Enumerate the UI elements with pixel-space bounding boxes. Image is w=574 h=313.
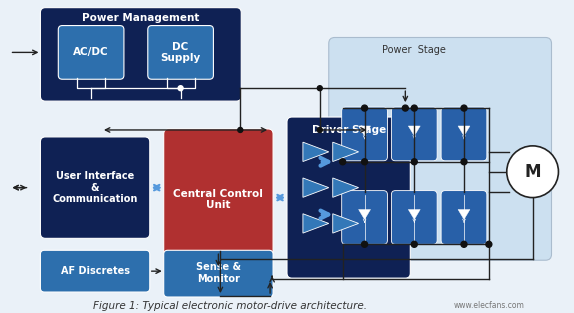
Polygon shape (408, 126, 420, 136)
Text: Power Management: Power Management (82, 13, 200, 23)
FancyBboxPatch shape (342, 191, 387, 244)
Text: User Interface
&
Communication: User Interface & Communication (52, 171, 138, 204)
FancyBboxPatch shape (164, 250, 273, 297)
Circle shape (340, 159, 346, 165)
FancyBboxPatch shape (164, 129, 273, 270)
Text: Power  Stage: Power Stage (382, 45, 446, 55)
FancyBboxPatch shape (40, 137, 150, 238)
Polygon shape (333, 178, 359, 197)
Circle shape (362, 159, 367, 165)
Circle shape (362, 105, 367, 111)
FancyBboxPatch shape (40, 8, 241, 101)
Circle shape (178, 86, 183, 91)
Polygon shape (408, 209, 420, 219)
Polygon shape (458, 209, 470, 219)
FancyBboxPatch shape (329, 38, 552, 260)
Circle shape (412, 105, 417, 111)
FancyBboxPatch shape (441, 107, 487, 161)
Text: www.elecfans.com: www.elecfans.com (453, 301, 524, 310)
Text: AF Discretes: AF Discretes (61, 266, 130, 276)
Text: AC/DC: AC/DC (73, 47, 109, 57)
FancyBboxPatch shape (391, 191, 437, 244)
Circle shape (317, 86, 322, 91)
Circle shape (402, 105, 408, 111)
Circle shape (486, 241, 492, 247)
FancyBboxPatch shape (40, 250, 150, 292)
Circle shape (461, 241, 467, 247)
Text: Sense &
Monitor: Sense & Monitor (196, 262, 241, 284)
FancyBboxPatch shape (287, 117, 410, 278)
Polygon shape (359, 126, 371, 136)
FancyBboxPatch shape (148, 26, 214, 79)
Circle shape (412, 159, 417, 165)
Text: Central Control
Unit: Central Control Unit (173, 189, 263, 210)
Circle shape (362, 241, 367, 247)
Text: Driver Stage: Driver Stage (312, 125, 386, 135)
Polygon shape (458, 126, 470, 136)
Circle shape (461, 105, 467, 111)
Circle shape (412, 241, 417, 247)
Polygon shape (333, 214, 359, 233)
FancyBboxPatch shape (441, 191, 487, 244)
Circle shape (317, 127, 322, 132)
Text: M: M (525, 163, 541, 181)
Polygon shape (303, 142, 329, 162)
Polygon shape (303, 178, 329, 197)
Text: Figure 1: Typical electronic motor-drive architecture.: Figure 1: Typical electronic motor-drive… (94, 301, 367, 311)
Polygon shape (333, 142, 359, 162)
Circle shape (461, 159, 467, 165)
FancyBboxPatch shape (59, 26, 124, 79)
Circle shape (238, 127, 243, 132)
Text: DC
Supply: DC Supply (161, 42, 201, 63)
Polygon shape (359, 209, 371, 219)
FancyBboxPatch shape (391, 107, 437, 161)
FancyBboxPatch shape (342, 107, 387, 161)
Polygon shape (303, 214, 329, 233)
Circle shape (507, 146, 559, 198)
